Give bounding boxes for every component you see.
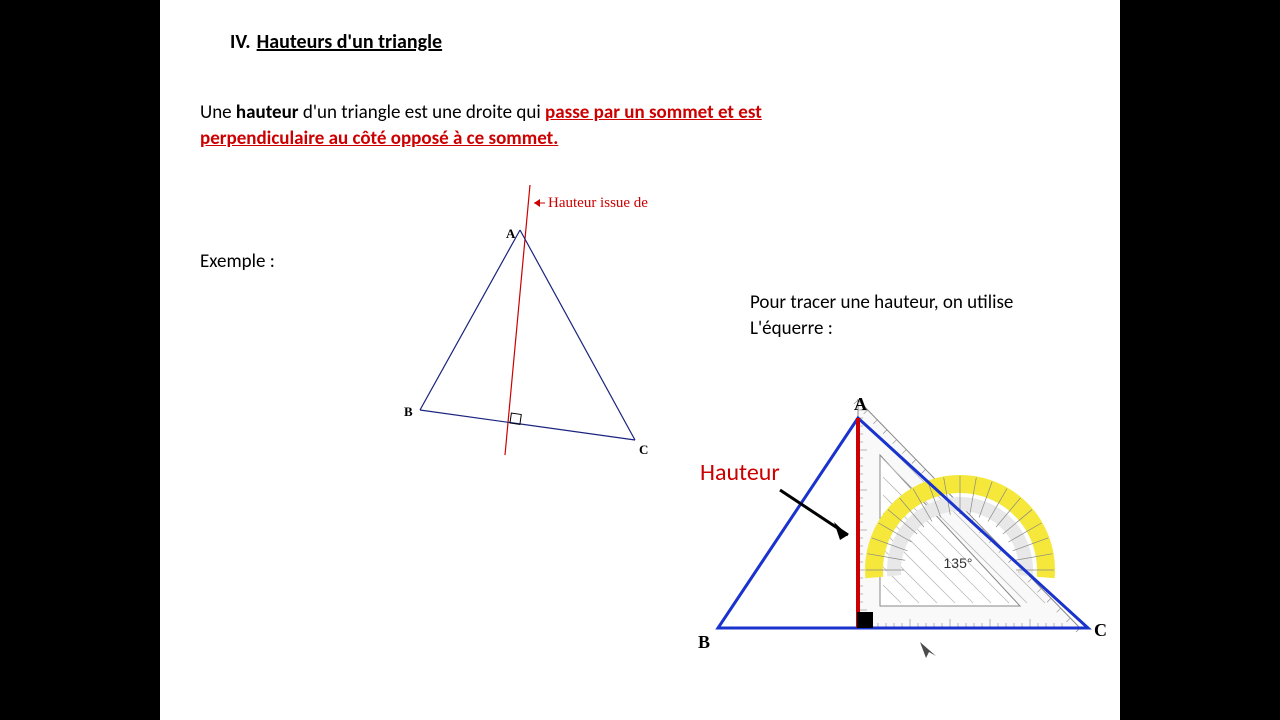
def-red2: perpendiculaire au côté opposé à ce somm… (200, 127, 558, 150)
definition-text: Une hauteur d'un triangle est une droite… (200, 100, 920, 151)
svg-text:Hauteur issue de A: Hauteur issue de A (548, 195, 650, 211)
instr-line1: Pour tracer une hauteur, on utilise (750, 291, 1013, 314)
svg-text:B: B (698, 632, 710, 652)
svg-text:B: B (404, 404, 413, 419)
figure-triangle-altitude: Hauteur issue de A A B C (290, 185, 650, 465)
heading-title: Hauteurs d'un triangle (257, 30, 443, 54)
example-label: Exemple : (200, 250, 275, 273)
def-red1: passe par un sommet et est (545, 101, 762, 124)
def-bold: hauteur (236, 101, 299, 124)
svg-text:C: C (1094, 620, 1107, 640)
svg-text:A: A (506, 226, 516, 241)
svg-text:135°: 135° (944, 555, 973, 571)
instr-line2: L'équerre : (750, 317, 833, 340)
figure-setsquare: 135° Hauteur A B C (670, 370, 1110, 680)
svg-text:C: C (639, 442, 648, 457)
section-heading: IV. Hauteurs d'un triangle (230, 30, 442, 54)
def-pre: Une (200, 101, 236, 124)
svg-text:Hauteur: Hauteur (700, 458, 780, 487)
svg-text:A: A (854, 394, 867, 414)
document-page: IV. Hauteurs d'un triangle Une hauteur d'… (160, 0, 1120, 720)
instruction-text: Pour tracer une hauteur, on utilise L'éq… (750, 290, 1070, 341)
def-mid: d'un triangle est une droite qui (299, 101, 545, 124)
heading-number: IV. (230, 30, 251, 54)
